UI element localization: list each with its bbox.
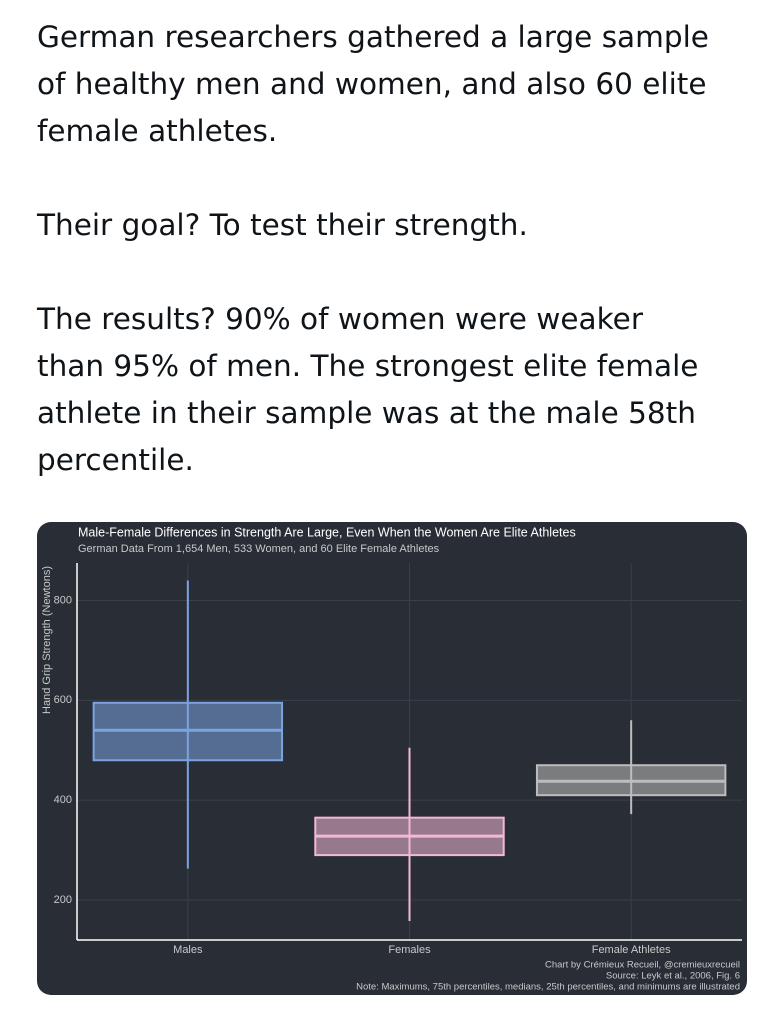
chart-note: Source: Leyk et al., 2006, Fig. 6 <box>606 971 740 982</box>
text-line: German researchers gathered a large samp… <box>37 20 709 54</box>
text-line: female athletes. <box>37 114 278 148</box>
chart-subtitle: German Data From 1,654 Men, 533 Women, a… <box>78 543 440 555</box>
y-tick-label: 400 <box>54 794 72 806</box>
y-tick-label: 600 <box>54 694 72 706</box>
chart-title: Male-Female Differences in Strength Are … <box>78 525 576 539</box>
tweet-text: German researchers gathered a large samp… <box>37 14 767 531</box>
paragraph: The results? 90% of women were weaker tha… <box>37 296 767 484</box>
chart: Male-Female Differences in Strength Are … <box>37 522 747 995</box>
x-tick-label: Females <box>388 944 431 956</box>
paragraph: Their goal? To test their strength. <box>37 202 767 249</box>
x-tick-label: Males <box>173 944 203 956</box>
x-tick-label: Female Athletes <box>592 944 671 956</box>
text-line: Their goal? To test their strength. <box>37 208 528 242</box>
y-axis-label: Hand Grip Strength (Newtons) <box>41 566 53 714</box>
text-line: athlete in their sample was at the male … <box>37 396 696 430</box>
text-line: percentile. <box>37 443 194 477</box>
chart-background <box>37 522 747 995</box>
text-line: of healthy men and women, and also 60 el… <box>37 67 707 101</box>
text-line: than 95% of men. The strongest elite fem… <box>37 349 699 383</box>
chart-note: Chart by Crémieux Recueil, @cremieuxrecu… <box>545 960 740 971</box>
y-tick-label: 800 <box>54 594 72 606</box>
text-line: The results? 90% of women were weaker <box>37 302 643 336</box>
chart-note: Note: Maximums, 75th percentiles, median… <box>356 982 740 993</box>
paragraph: German researchers gathered a large samp… <box>37 14 767 155</box>
y-tick-label: 200 <box>54 894 72 906</box>
